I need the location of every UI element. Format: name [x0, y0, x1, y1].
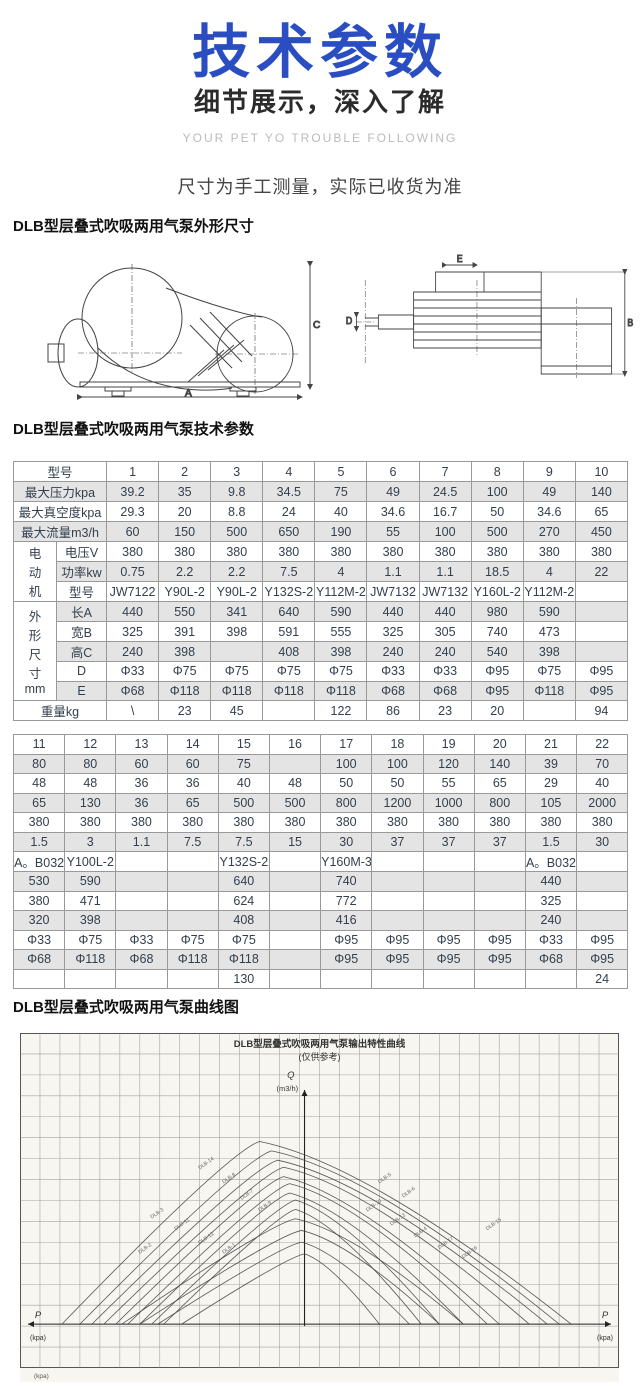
svg-text:A: A [185, 388, 192, 399]
svg-text:P: P [602, 1310, 609, 1321]
svg-text:DLB-11: DLB-11 [173, 1217, 191, 1232]
svg-text:C: C [313, 320, 320, 331]
svg-text:(kpa): (kpa) [597, 1335, 613, 1342]
svg-text:E: E [457, 252, 463, 264]
svg-text:B: B [627, 316, 633, 328]
svg-text:(m3/h): (m3/h) [277, 1084, 299, 1093]
svg-text:(仅供参考): (仅供参考) [299, 1051, 341, 1062]
svg-text:DLB型层叠式吹吸两用气泵输出特性曲线: DLB型层叠式吹吸两用气泵输出特性曲线 [234, 1038, 406, 1050]
svg-text:P: P [35, 1310, 42, 1321]
svg-text:D: D [346, 314, 353, 326]
svg-text:DLB-8: DLB-8 [221, 1172, 237, 1185]
svg-text:DLB-7: DLB-7 [239, 1188, 255, 1201]
svg-text:(kpa): (kpa) [30, 1335, 46, 1342]
svg-text:Q: Q [287, 1070, 295, 1081]
svg-text:DLB-4: DLB-4 [413, 1226, 429, 1239]
svg-text:DLB-15: DLB-15 [485, 1217, 503, 1232]
svg-text:DLB-3: DLB-3 [149, 1207, 165, 1220]
svg-text:DLB-6: DLB-6 [401, 1186, 417, 1199]
svg-text:(kpa): (kpa) [34, 1373, 49, 1380]
